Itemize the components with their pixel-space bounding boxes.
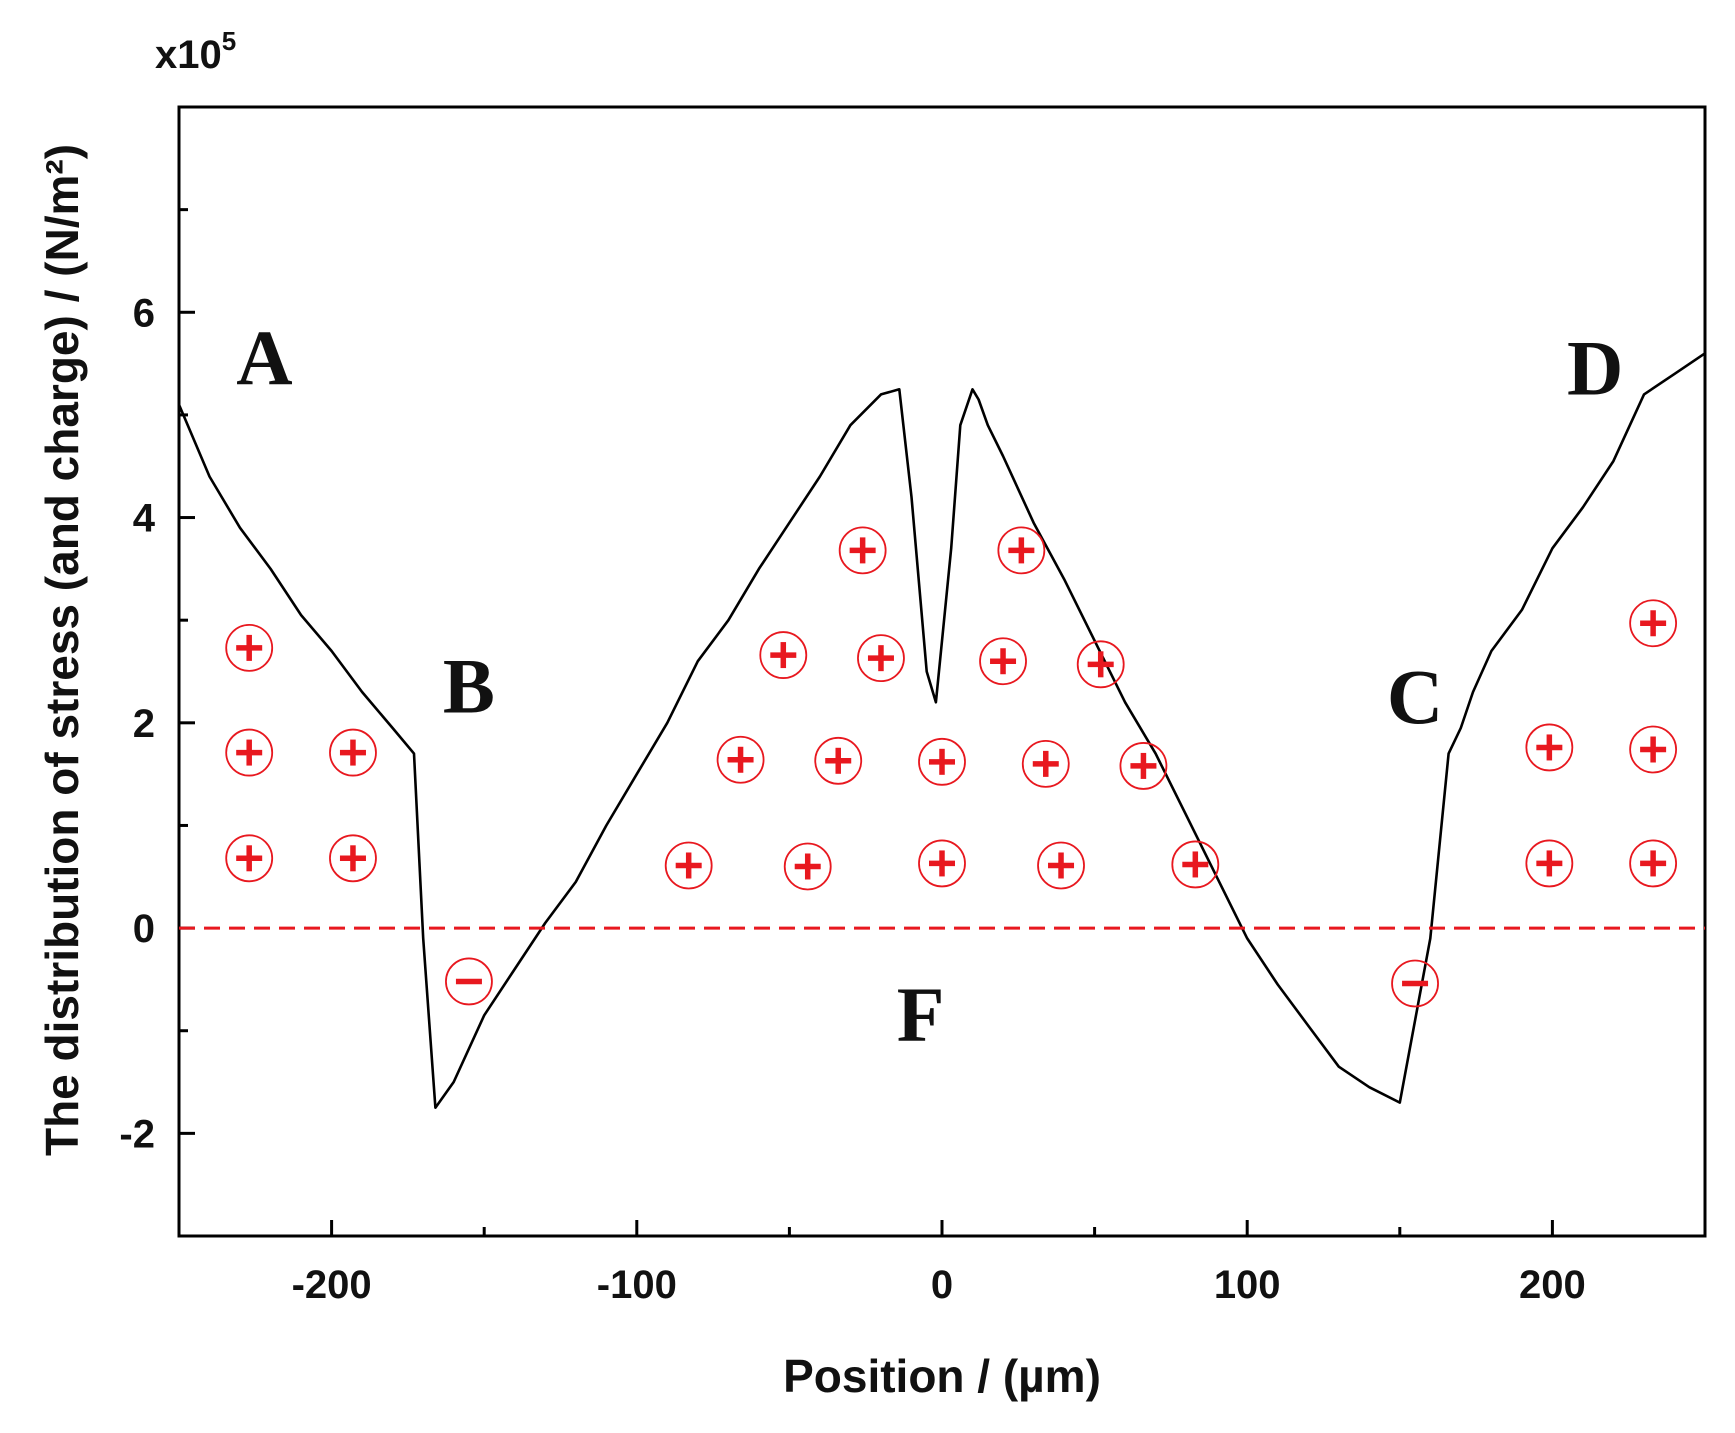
- positive-charge-circle: [225, 834, 274, 883]
- positive-charge-circle: [664, 841, 713, 890]
- y-tick-label: 4: [133, 497, 156, 541]
- positive-charge-circle: [1119, 742, 1168, 790]
- region-label-b: B: [443, 643, 495, 730]
- positive-charge-circle: [814, 736, 863, 785]
- positive-charge-circle: [225, 623, 274, 672]
- positive-charge-circle: [716, 735, 765, 784]
- region-label-d: D: [1567, 324, 1623, 411]
- region-label-c: C: [1387, 653, 1443, 740]
- negative-charge-circle: [1391, 959, 1439, 1008]
- y-tick-label: -2: [119, 1112, 155, 1156]
- region-label-a: A: [236, 314, 292, 401]
- positive-charge-circle: [918, 737, 966, 786]
- positive-charge-circle: [783, 842, 832, 891]
- y-tick-label: 2: [133, 702, 155, 746]
- positive-charge-circle: [1076, 640, 1125, 689]
- positive-charge-circle: [1525, 839, 1574, 888]
- positive-charge-circle: [857, 634, 905, 683]
- positive-charge-circle: [918, 839, 966, 888]
- x-tick-label: -200: [292, 1263, 372, 1307]
- positive-charge-circle: [838, 526, 887, 575]
- positive-charge-circle: [1629, 839, 1678, 888]
- x-tick-label: 0: [931, 1263, 953, 1307]
- x-tick-label: -100: [597, 1263, 677, 1307]
- region-label-f: F: [897, 971, 945, 1058]
- positive-charge-circle: [979, 637, 1027, 686]
- positive-charge-circle: [1629, 599, 1678, 648]
- x-tick-label: 200: [1519, 1263, 1586, 1307]
- positive-charge-circle: [1525, 723, 1574, 772]
- x-axis-title: Position / (µm): [783, 1350, 1101, 1402]
- y-tick-label: 6: [133, 291, 155, 335]
- positive-charge-circle: [1171, 840, 1220, 889]
- positive-charge-circle: [1629, 725, 1678, 774]
- positive-charge-circle: [997, 526, 1046, 575]
- y-tick-label: 0: [133, 907, 155, 951]
- plot-area: -200 -100 0 100 200 -2 0 2 4 6 A B C D F: [119, 105, 1707, 1307]
- negative-charge-circle: [445, 957, 493, 1006]
- positive-charge-circle: [329, 728, 377, 777]
- y-multiplier-label: x105: [155, 26, 236, 77]
- positive-charge-circle: [329, 834, 377, 883]
- positive-charge-circle: [759, 631, 808, 679]
- positive-charge-circle: [1021, 739, 1070, 788]
- positive-charge-circle: [225, 728, 274, 777]
- stress-curve: [177, 352, 1706, 1109]
- y-axis-title: The distribution of stress (and charge) …: [36, 144, 88, 1156]
- positive-charge-circle: [1037, 841, 1085, 890]
- x-tick-label: 100: [1214, 1263, 1281, 1307]
